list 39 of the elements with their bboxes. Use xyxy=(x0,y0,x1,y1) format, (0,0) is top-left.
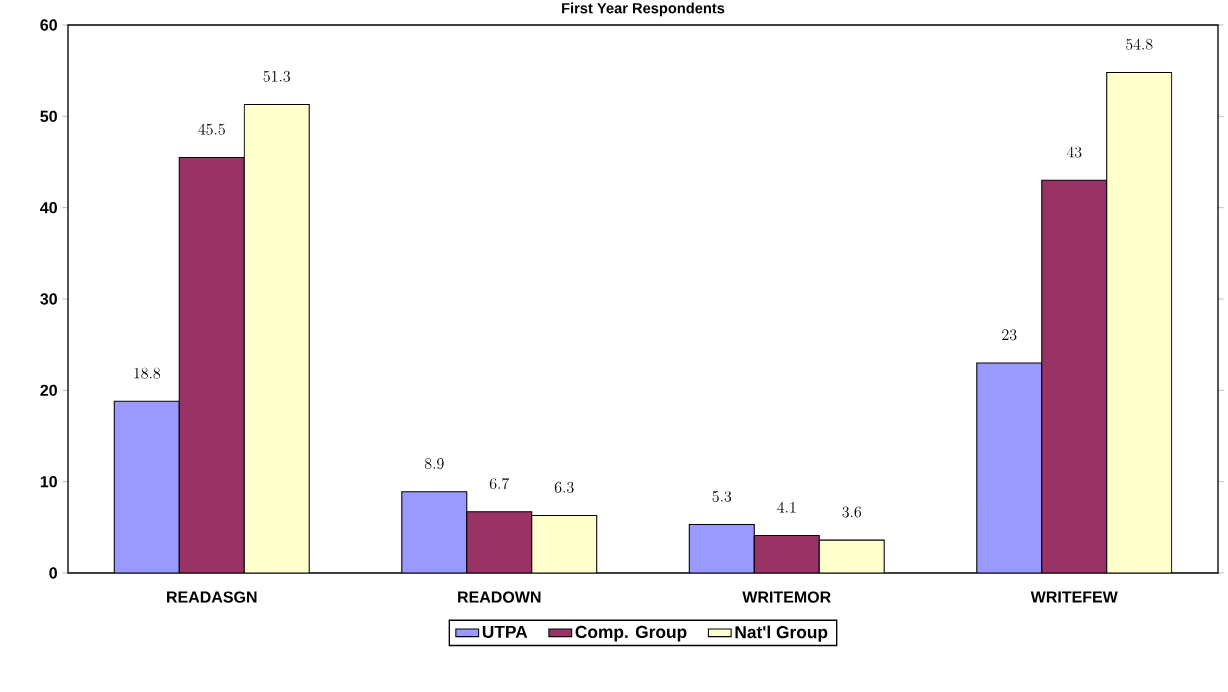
data-label: 45.5 xyxy=(198,123,225,135)
data-label: 51 .3 xyxy=(263,70,290,82)
x-tick-label: WRITEFEW xyxy=(1030,591,1118,603)
legend-label: Comp. Group xyxy=(575,625,687,642)
x-tick-label: WRITEMOR xyxy=(742,591,831,603)
y-tick-label: 40 xyxy=(40,202,57,214)
bar xyxy=(754,535,820,573)
bar xyxy=(531,514,598,573)
bar xyxy=(976,362,1043,573)
y-tick-label: 60 xyxy=(40,19,57,31)
bar xyxy=(401,491,468,573)
data-label: 8.9 xyxy=(424,458,444,470)
bar xyxy=(113,400,180,573)
bar xyxy=(466,511,533,573)
y-tick-label: 50 xyxy=(40,110,57,122)
bar xyxy=(243,103,310,573)
data-label: 54.8 xyxy=(1126,38,1153,50)
legend-label: Nat'l Group xyxy=(735,625,828,642)
data-label: 43 xyxy=(1066,146,1082,158)
data-label: 3.6 xyxy=(842,506,862,518)
data-label: 5.3 xyxy=(712,490,732,502)
data-label: 4. 1 xyxy=(777,501,796,513)
y-tick-label: 10 xyxy=(40,476,57,488)
bar xyxy=(1106,71,1173,573)
data-label: 18.8 xyxy=(134,367,161,379)
chart-title: First Year Respondents xyxy=(562,2,725,17)
bar xyxy=(689,524,755,573)
bar xyxy=(819,540,885,573)
y-tick-label: 30 xyxy=(40,293,57,305)
y-tick-label: 20 xyxy=(40,384,57,396)
y-tick-label: 0 xyxy=(49,567,57,579)
x-tick-label: READOWN xyxy=(458,591,541,603)
data-label: 6.7 xyxy=(489,478,510,490)
bar xyxy=(178,156,245,573)
data-label: 6.3 xyxy=(554,481,574,493)
x-tick-label: READASGN xyxy=(167,591,257,603)
bar xyxy=(1041,179,1108,573)
legend-label: UTPA xyxy=(482,625,528,638)
data-label: 23 xyxy=(1002,329,1017,341)
